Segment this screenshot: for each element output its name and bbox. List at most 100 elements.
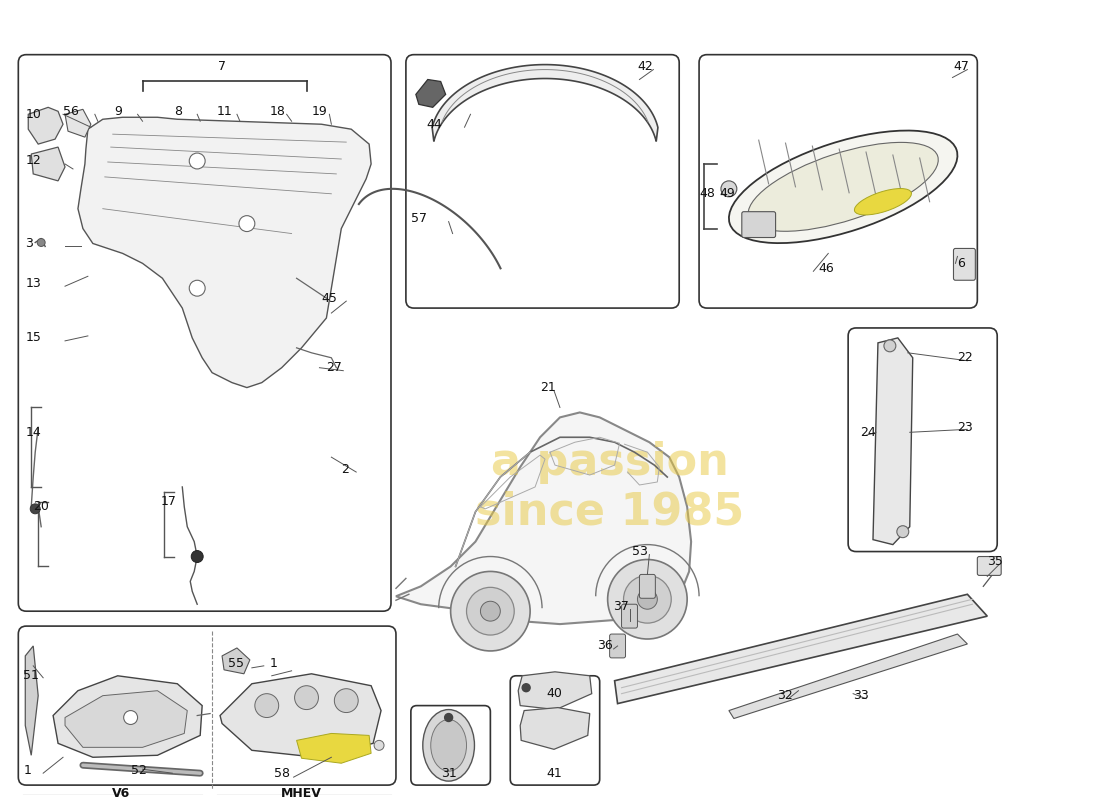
Circle shape — [295, 686, 318, 710]
FancyBboxPatch shape — [19, 54, 390, 611]
Polygon shape — [29, 107, 63, 144]
Polygon shape — [220, 674, 381, 758]
Text: 37: 37 — [613, 600, 628, 613]
Polygon shape — [416, 79, 446, 107]
Circle shape — [191, 550, 204, 562]
Polygon shape — [65, 690, 187, 747]
Circle shape — [189, 280, 206, 296]
Text: 9: 9 — [114, 105, 122, 118]
FancyBboxPatch shape — [19, 626, 396, 785]
FancyBboxPatch shape — [510, 676, 600, 785]
Text: 58: 58 — [274, 766, 289, 780]
Polygon shape — [396, 413, 691, 624]
Text: 48: 48 — [700, 187, 715, 200]
Text: 41: 41 — [546, 766, 562, 780]
Text: 55: 55 — [228, 658, 244, 670]
FancyBboxPatch shape — [954, 249, 976, 280]
FancyBboxPatch shape — [848, 328, 998, 551]
Circle shape — [334, 689, 359, 713]
Polygon shape — [53, 676, 202, 758]
Text: 49: 49 — [719, 187, 735, 200]
Text: 32: 32 — [777, 689, 792, 702]
FancyBboxPatch shape — [621, 604, 638, 628]
Circle shape — [444, 714, 452, 722]
Polygon shape — [65, 110, 91, 137]
Ellipse shape — [748, 142, 938, 231]
Text: 1: 1 — [23, 764, 31, 777]
Text: 52: 52 — [131, 764, 146, 777]
Text: 22: 22 — [957, 351, 974, 364]
Polygon shape — [873, 338, 913, 545]
Ellipse shape — [855, 189, 912, 215]
FancyBboxPatch shape — [741, 212, 776, 238]
Text: 21: 21 — [540, 381, 556, 394]
Text: 14: 14 — [25, 426, 41, 439]
FancyBboxPatch shape — [406, 54, 679, 308]
Text: V6: V6 — [111, 786, 130, 799]
Circle shape — [481, 602, 500, 621]
Text: 42: 42 — [638, 60, 653, 73]
Text: 44: 44 — [427, 118, 442, 130]
Polygon shape — [297, 734, 371, 763]
Text: 35: 35 — [988, 555, 1003, 568]
Text: 57: 57 — [411, 212, 427, 225]
Circle shape — [123, 710, 138, 725]
Text: 27: 27 — [327, 362, 342, 374]
Text: 1: 1 — [270, 658, 277, 670]
Circle shape — [189, 153, 206, 169]
Circle shape — [624, 575, 671, 623]
Text: 13: 13 — [25, 277, 41, 290]
FancyBboxPatch shape — [639, 574, 656, 598]
Text: 2: 2 — [341, 462, 349, 475]
Polygon shape — [615, 594, 988, 704]
Text: 17: 17 — [161, 495, 176, 508]
Ellipse shape — [422, 710, 474, 781]
Text: 6: 6 — [957, 257, 966, 270]
Text: 20: 20 — [33, 500, 50, 514]
Circle shape — [720, 181, 737, 197]
Text: 24: 24 — [860, 426, 876, 439]
Circle shape — [522, 684, 530, 692]
Text: 40: 40 — [546, 687, 562, 700]
Text: 8: 8 — [174, 105, 183, 118]
Text: 19: 19 — [311, 105, 327, 118]
Polygon shape — [432, 65, 658, 142]
Text: 7: 7 — [218, 60, 226, 73]
FancyBboxPatch shape — [977, 557, 1001, 575]
Ellipse shape — [729, 130, 957, 243]
Text: a passion
since 1985: a passion since 1985 — [475, 441, 745, 534]
Ellipse shape — [431, 719, 466, 771]
Text: 18: 18 — [270, 105, 286, 118]
Polygon shape — [222, 648, 250, 674]
Circle shape — [30, 504, 41, 514]
Text: 3: 3 — [25, 237, 33, 250]
Text: 33: 33 — [854, 689, 869, 702]
FancyBboxPatch shape — [700, 54, 977, 308]
Text: 53: 53 — [632, 545, 648, 558]
Polygon shape — [31, 147, 65, 181]
Text: 56: 56 — [63, 105, 79, 118]
Polygon shape — [729, 634, 967, 718]
Polygon shape — [25, 646, 39, 755]
Text: 15: 15 — [25, 331, 41, 344]
Text: 12: 12 — [25, 154, 41, 167]
Circle shape — [466, 587, 514, 635]
Polygon shape — [520, 707, 590, 750]
Text: 36: 36 — [596, 639, 613, 653]
Text: 11: 11 — [217, 105, 233, 118]
Circle shape — [638, 590, 658, 609]
Circle shape — [255, 694, 278, 718]
Polygon shape — [78, 118, 371, 387]
Text: MHEV: MHEV — [282, 786, 322, 799]
Text: 31: 31 — [441, 766, 456, 780]
Circle shape — [37, 238, 45, 246]
Text: 10: 10 — [25, 108, 41, 121]
Circle shape — [884, 340, 895, 352]
Circle shape — [451, 571, 530, 651]
Circle shape — [896, 526, 909, 538]
Text: 45: 45 — [321, 292, 338, 305]
Text: 46: 46 — [818, 262, 834, 275]
Text: 51: 51 — [23, 670, 40, 682]
Circle shape — [607, 559, 688, 639]
Polygon shape — [518, 672, 592, 710]
